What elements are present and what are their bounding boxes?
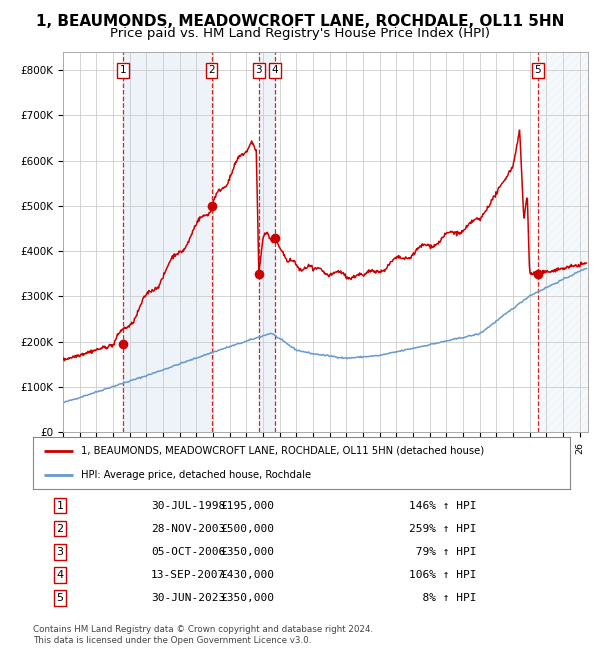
Text: Contains HM Land Registry data © Crown copyright and database right 2024.
This d: Contains HM Land Registry data © Crown c… bbox=[33, 625, 373, 645]
Text: 1: 1 bbox=[56, 500, 64, 510]
Text: 28-NOV-2003: 28-NOV-2003 bbox=[151, 524, 226, 534]
Text: 13-SEP-2007: 13-SEP-2007 bbox=[151, 570, 226, 580]
Bar bbox=[538, 52, 588, 432]
Text: 79% ↑ HPI: 79% ↑ HPI bbox=[409, 547, 476, 557]
Bar bbox=[259, 52, 275, 432]
Text: 05-OCT-2006: 05-OCT-2006 bbox=[151, 547, 226, 557]
Text: 4: 4 bbox=[56, 570, 64, 580]
Text: 1, BEAUMONDS, MEADOWCROFT LANE, ROCHDALE, OL11 5HN (detached house): 1, BEAUMONDS, MEADOWCROFT LANE, ROCHDALE… bbox=[82, 446, 484, 456]
Text: £195,000: £195,000 bbox=[221, 500, 275, 510]
Text: Price paid vs. HM Land Registry's House Price Index (HPI): Price paid vs. HM Land Registry's House … bbox=[110, 27, 490, 40]
Text: 1, BEAUMONDS, MEADOWCROFT LANE, ROCHDALE, OL11 5HN: 1, BEAUMONDS, MEADOWCROFT LANE, ROCHDALE… bbox=[36, 14, 564, 29]
Text: 2: 2 bbox=[56, 524, 64, 534]
Text: 259% ↑ HPI: 259% ↑ HPI bbox=[409, 524, 476, 534]
Text: 2: 2 bbox=[208, 65, 215, 75]
Text: HPI: Average price, detached house, Rochdale: HPI: Average price, detached house, Roch… bbox=[82, 470, 311, 480]
Text: 106% ↑ HPI: 106% ↑ HPI bbox=[409, 570, 476, 580]
Text: £350,000: £350,000 bbox=[221, 593, 275, 603]
Text: £430,000: £430,000 bbox=[221, 570, 275, 580]
Text: 5: 5 bbox=[56, 593, 64, 603]
Text: £350,000: £350,000 bbox=[221, 547, 275, 557]
Text: 146% ↑ HPI: 146% ↑ HPI bbox=[409, 500, 476, 510]
Bar bbox=[122, 52, 212, 432]
Text: 3: 3 bbox=[56, 547, 64, 557]
Text: 8% ↑ HPI: 8% ↑ HPI bbox=[409, 593, 476, 603]
Text: 4: 4 bbox=[272, 65, 278, 75]
Text: 5: 5 bbox=[535, 65, 541, 75]
Text: 1: 1 bbox=[119, 65, 126, 75]
Text: 30-JUN-2023: 30-JUN-2023 bbox=[151, 593, 226, 603]
Text: 30-JUL-1998: 30-JUL-1998 bbox=[151, 500, 226, 510]
Text: £500,000: £500,000 bbox=[221, 524, 275, 534]
Text: 3: 3 bbox=[256, 65, 262, 75]
